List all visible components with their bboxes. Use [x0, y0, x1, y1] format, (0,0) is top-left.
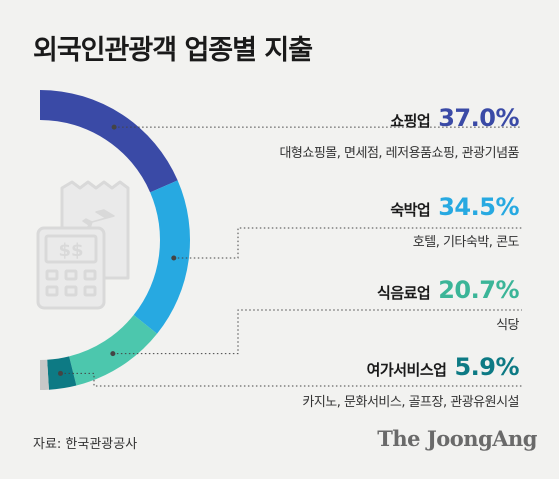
leader-dot-0	[111, 124, 117, 130]
category-name: 식음료업	[377, 284, 431, 302]
leader-dot-2	[110, 351, 116, 357]
receipt-calculator-icon: $$	[36, 180, 130, 310]
category-detail: 카지노, 문화서비스, 골프장, 관광유원시설	[302, 395, 519, 410]
donut-slice-2	[69, 315, 158, 386]
category-percent: 5.9%	[454, 353, 519, 381]
category-name: 여가서비스업	[366, 361, 447, 379]
donut-slice-remainder	[40, 359, 49, 391]
category-detail: 호텔, 기타숙박, 콘도	[412, 235, 520, 250]
category-detail: 식당	[496, 318, 519, 333]
source-note: 자료: 한국관광공사	[33, 437, 138, 452]
category-percent: 37.0%	[438, 104, 519, 132]
label-lodging: 숙박업 34.5% 호텔, 기타숙박, 콘도	[390, 193, 519, 250]
donut-slice-1	[133, 180, 190, 334]
svg-text:$$: $$	[58, 240, 83, 261]
leader-line-1	[173, 227, 522, 259]
category-detail: 대형쇼핑몰, 면세점, 레저용품쇼핑, 관광기념품	[279, 146, 519, 161]
leader-dot-3	[57, 370, 63, 376]
leader-line-3	[60, 372, 522, 387]
leader-dot-1	[171, 255, 177, 261]
category-percent: 20.7%	[438, 276, 519, 304]
label-food: 식음료업 20.7% 식당	[377, 276, 519, 333]
label-leisure: 여가서비스업 5.9% 카지노, 문화서비스, 골프장, 관광유원시설	[302, 353, 519, 410]
donut-slice-0	[40, 90, 178, 193]
category-percent: 34.5%	[438, 193, 519, 221]
category-name: 쇼핑업	[390, 112, 431, 130]
category-name: 숙박업	[390, 201, 431, 219]
chart-title: 외국인관광객 업종별 지출	[33, 35, 313, 66]
brand-logo: The JoongAng	[377, 426, 537, 451]
label-shopping: 쇼핑업 37.0% 대형쇼핑몰, 면세점, 레저용품쇼핑, 관광기념품	[279, 104, 519, 161]
